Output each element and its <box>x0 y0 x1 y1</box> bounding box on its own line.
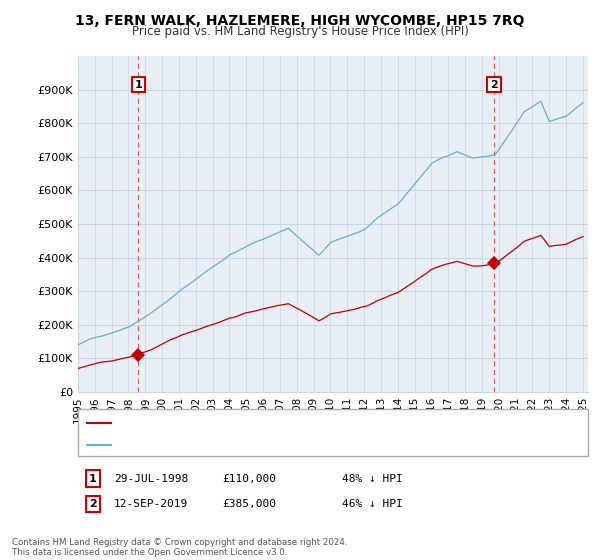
Text: Contains HM Land Registry data © Crown copyright and database right 2024.
This d: Contains HM Land Registry data © Crown c… <box>12 538 347 557</box>
Text: 29-JUL-1998: 29-JUL-1998 <box>114 474 188 484</box>
Text: 48% ↓ HPI: 48% ↓ HPI <box>342 474 403 484</box>
Text: 1: 1 <box>134 80 142 90</box>
Text: 12-SEP-2019: 12-SEP-2019 <box>114 499 188 509</box>
Text: 2: 2 <box>89 499 97 509</box>
Text: £385,000: £385,000 <box>222 499 276 509</box>
Text: £110,000: £110,000 <box>222 474 276 484</box>
Text: 1: 1 <box>89 474 97 484</box>
Text: 13, FERN WALK, HAZLEMERE, HIGH WYCOMBE, HP15 7RQ (detached house): 13, FERN WALK, HAZLEMERE, HIGH WYCOMBE, … <box>117 418 495 428</box>
Text: HPI: Average price, detached house, Buckinghamshire: HPI: Average price, detached house, Buck… <box>117 440 388 450</box>
Text: Price paid vs. HM Land Registry's House Price Index (HPI): Price paid vs. HM Land Registry's House … <box>131 25 469 38</box>
Text: 2: 2 <box>490 80 498 90</box>
Text: 13, FERN WALK, HAZLEMERE, HIGH WYCOMBE, HP15 7RQ: 13, FERN WALK, HAZLEMERE, HIGH WYCOMBE, … <box>75 14 525 28</box>
Text: 46% ↓ HPI: 46% ↓ HPI <box>342 499 403 509</box>
